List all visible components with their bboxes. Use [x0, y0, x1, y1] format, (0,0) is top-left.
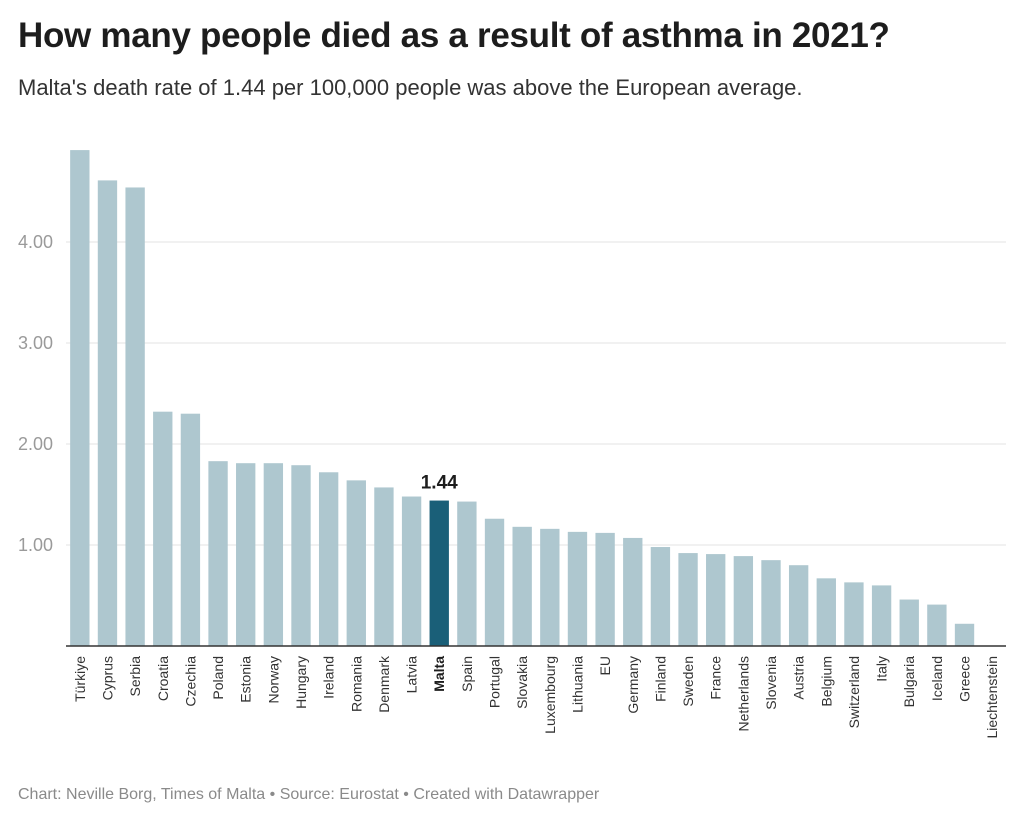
bar-serbia: [125, 187, 145, 646]
x-tick-label: France: [708, 656, 724, 700]
bar-germany: [623, 537, 643, 646]
x-tick-label: Latvia: [404, 656, 420, 694]
bar-bulgaria: [899, 599, 919, 646]
x-tick-label: Croatia: [155, 656, 171, 701]
x-tick-label: Switzerland: [846, 656, 862, 728]
x-tick-label: Ireland: [321, 656, 337, 699]
bar-romania: [346, 480, 366, 646]
bar-hungary: [291, 465, 311, 646]
x-tick-label: Estonia: [238, 656, 254, 703]
x-tick-label: Sweden: [680, 656, 696, 707]
x-tick-label: Denmark: [376, 655, 392, 713]
x-tick-label: Czechia: [182, 656, 198, 707]
x-tick-label: Slovenia: [763, 656, 779, 710]
highlight-value-label: 1.44: [421, 473, 458, 494]
bar-netherlands: [733, 556, 754, 646]
category-labels: Türkiye Cyprus Serbia Croatia Czechia Poland E…: [72, 655, 1000, 739]
y-tick-label: 2.00: [18, 434, 53, 454]
bars: 1.44: [70, 150, 975, 646]
bar-france: [706, 554, 726, 646]
bar-malta: [429, 500, 449, 646]
bar-belgium: [816, 578, 836, 646]
x-tick-label: Iceland: [929, 656, 945, 701]
x-tick-label: Hungary: [293, 656, 309, 709]
bar-portugal: [484, 518, 505, 646]
bar-sweden: [678, 553, 698, 646]
x-tick-label: Cyprus: [99, 656, 115, 700]
x-tick-label: Poland: [210, 656, 226, 700]
bar-spain: [457, 501, 477, 646]
x-tick-label: Norway: [265, 656, 281, 703]
bar-poland: [208, 461, 228, 646]
bar-chart: 1.00 2.00 3.00 4.00 1.44 Türkiye Cyprus Serbi…: [18, 150, 1006, 739]
x-tick-label: Spain: [459, 656, 475, 692]
bar-denmark: [374, 487, 394, 646]
bar-austria: [788, 565, 809, 646]
bar-norway: [263, 463, 284, 646]
x-tick-label: Serbia: [127, 656, 143, 697]
bar-czechia: [180, 413, 201, 646]
x-tick-label: Finland: [652, 656, 668, 702]
chart-title: How many people died as a result of asth…: [18, 16, 890, 55]
x-tick-label: Italy: [874, 656, 890, 682]
bar-italy: [871, 585, 892, 646]
bar-finland: [650, 547, 671, 646]
bar-t-rkiye: [70, 150, 90, 646]
bar-latvia: [401, 496, 422, 646]
y-tick-label: 1.00: [18, 535, 53, 555]
bar-lithuania: [567, 531, 588, 646]
chart-footer-credit: Chart: Neville Borg, Times of Malta • So…: [18, 786, 600, 803]
x-tick-label: Lithuania: [569, 656, 585, 713]
bar-switzerland: [844, 582, 864, 646]
x-tick-label: Liechtenstein: [984, 656, 1000, 739]
y-tick-label: 4.00: [18, 232, 53, 252]
x-tick-label: Germany: [625, 656, 641, 714]
x-tick-label: Bulgaria: [901, 656, 917, 708]
bar-eu: [595, 532, 615, 646]
x-tick-label: Türkiye: [72, 656, 88, 702]
bar-iceland: [927, 604, 947, 646]
bar-greece: [954, 623, 975, 646]
x-tick-label: Romania: [348, 656, 364, 712]
bar-estonia: [236, 463, 256, 646]
bar-cyprus: [97, 180, 118, 646]
x-tick-label: Austria: [791, 656, 807, 700]
chart-subtitle: Malta's death rate of 1.44 per 100,000 p…: [18, 75, 803, 100]
x-tick-label: Netherlands: [735, 656, 751, 732]
x-tick-label: Belgium: [818, 656, 834, 707]
x-tick-label: Greece: [957, 656, 973, 702]
bar-slovakia: [512, 526, 532, 646]
bar-croatia: [153, 411, 173, 646]
x-tick-label: EU: [597, 656, 613, 675]
x-tick-label: Luxembourg: [542, 656, 558, 734]
x-tick-label: Malta: [431, 656, 447, 692]
bar-slovenia: [761, 560, 781, 646]
bar-luxembourg: [540, 528, 560, 646]
x-tick-label: Slovakia: [514, 656, 530, 709]
x-tick-label: Portugal: [487, 656, 503, 708]
bar-ireland: [318, 472, 339, 646]
y-tick-label: 3.00: [18, 333, 53, 353]
